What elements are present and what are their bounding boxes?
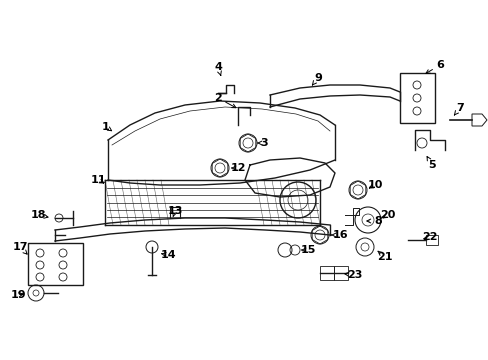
Text: 22: 22	[421, 232, 437, 242]
Text: 6: 6	[435, 60, 443, 70]
Bar	[333, 266, 347, 280]
Bar	[425, 235, 437, 245]
Text: 16: 16	[331, 230, 347, 240]
Bar	[319, 266, 333, 280]
Bar	[28, 243, 83, 285]
Text: 4: 4	[214, 62, 222, 72]
Text: 8: 8	[373, 216, 381, 226]
Text: 3: 3	[260, 138, 267, 148]
Text: 21: 21	[376, 252, 392, 262]
Text: 18: 18	[30, 210, 46, 220]
Text: 7: 7	[455, 103, 463, 113]
Text: 1: 1	[102, 122, 110, 132]
Text: 10: 10	[366, 180, 382, 190]
Text: 11: 11	[90, 175, 105, 185]
Text: 13: 13	[167, 206, 183, 216]
Text: 20: 20	[380, 210, 395, 220]
Text: 5: 5	[427, 160, 435, 170]
Text: 9: 9	[313, 73, 321, 83]
Text: 2: 2	[214, 93, 222, 103]
Text: 23: 23	[346, 270, 362, 280]
Text: 12: 12	[230, 163, 245, 173]
Text: 19: 19	[10, 290, 26, 300]
Bar	[399, 73, 434, 123]
Text: 17: 17	[12, 242, 28, 252]
Text: 15: 15	[300, 245, 315, 255]
Text: 14: 14	[160, 250, 176, 260]
